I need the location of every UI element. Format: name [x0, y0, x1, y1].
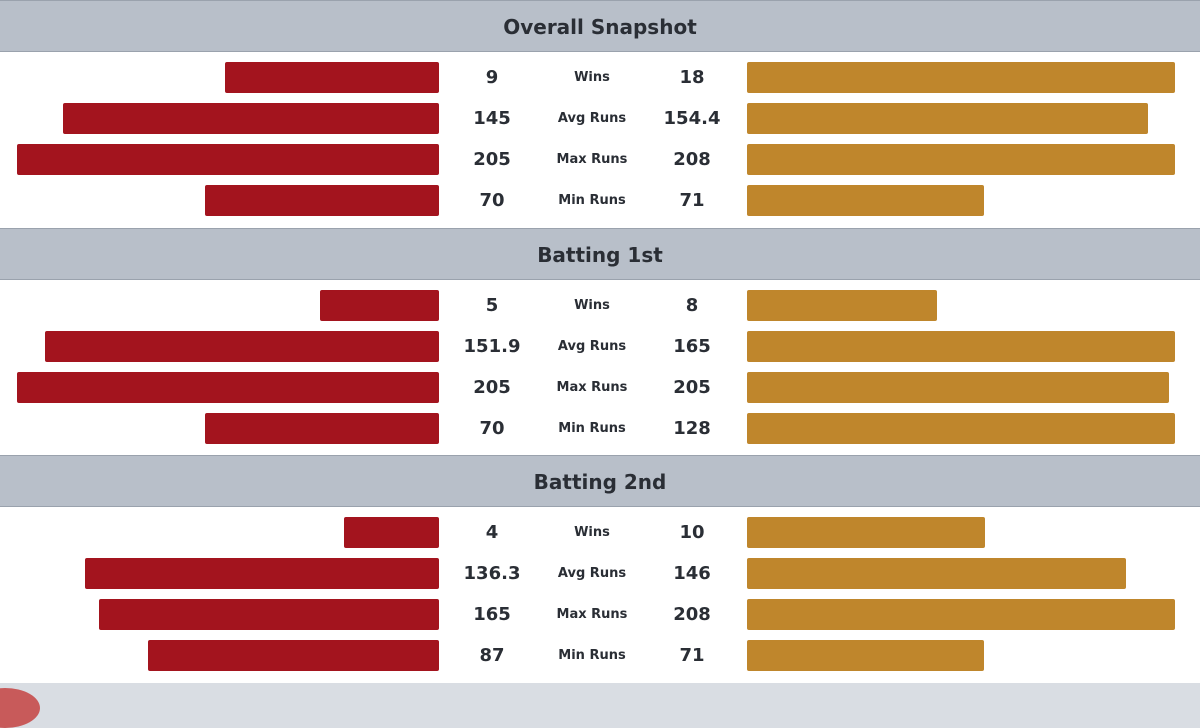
- right-team-value: 208: [673, 604, 711, 625]
- right-team-bar: [747, 144, 1175, 175]
- left-team-value: 165: [473, 604, 511, 625]
- right-team-value: 205: [673, 377, 711, 398]
- left-team-value: 5: [485, 295, 499, 316]
- metric-label: Wins: [574, 298, 610, 313]
- right-team-bar: [747, 517, 985, 548]
- section-header: Overall Snapshot: [0, 0, 1200, 52]
- metric-label: Avg Runs: [557, 339, 627, 354]
- right-team-value: 146: [673, 563, 711, 584]
- left-team-value: 136.3: [463, 563, 521, 584]
- left-team-value: 9: [485, 67, 499, 88]
- left-team-value: 4: [485, 522, 499, 543]
- right-team-value: 71: [679, 190, 705, 211]
- left-team-bar: [17, 144, 439, 175]
- metric-label: Min Runs: [558, 421, 626, 436]
- right-team-bar: [747, 331, 1175, 362]
- right-team-value: 18: [679, 67, 705, 88]
- right-team-bar: [747, 372, 1169, 403]
- section-header: Batting 1st: [0, 228, 1200, 280]
- left-team-value: 205: [473, 149, 511, 170]
- left-team-bar: [99, 599, 439, 630]
- comparison-panel: Overall Snapshot 9 Wins 18 145 Avg Runs 154.4 2…: [0, 0, 1200, 683]
- right-team-value: 154.4: [663, 108, 721, 129]
- left-team-bar: [225, 62, 439, 93]
- metric-label: Max Runs: [556, 380, 628, 395]
- left-team-value: 87: [479, 645, 505, 666]
- left-team-bar: [320, 290, 439, 321]
- right-team-value: 165: [673, 336, 711, 357]
- right-team-value: 128: [673, 418, 711, 439]
- metric-label: Min Runs: [558, 648, 626, 663]
- left-team-bar: [344, 517, 439, 548]
- right-team-value: 10: [679, 522, 705, 543]
- right-team-value: 71: [679, 645, 705, 666]
- left-team-value: 145: [473, 108, 511, 129]
- bottom-strip: [0, 683, 1200, 700]
- left-team-bar: [63, 103, 439, 134]
- right-team-bar: [747, 290, 937, 321]
- metric-label: Min Runs: [558, 193, 626, 208]
- right-team-bar: [747, 558, 1126, 589]
- right-team-value: 208: [673, 149, 711, 170]
- metric-label: Max Runs: [556, 607, 628, 622]
- left-team-bar: [148, 640, 439, 671]
- left-team-bar: [205, 413, 439, 444]
- right-team-bar: [747, 413, 1175, 444]
- section-header: Batting 2nd: [0, 455, 1200, 507]
- metric-label: Avg Runs: [557, 566, 627, 581]
- left-team-bar: [17, 372, 439, 403]
- left-team-bar: [45, 331, 439, 362]
- metric-label: Wins: [574, 70, 610, 85]
- metric-label: Max Runs: [556, 152, 628, 167]
- section-title: Batting 1st: [537, 243, 663, 267]
- right-team-bar: [747, 185, 984, 216]
- right-team-bar: [747, 599, 1175, 630]
- left-team-value: 151.9: [463, 336, 521, 357]
- right-team-bar: [747, 640, 984, 671]
- left-team-value: 70: [479, 418, 505, 439]
- right-team-bar: [747, 103, 1148, 134]
- section-title: Batting 2nd: [533, 470, 667, 494]
- left-team-value: 205: [473, 377, 511, 398]
- section-title: Overall Snapshot: [503, 15, 697, 39]
- left-team-bar: [85, 558, 439, 589]
- left-team-value: 70: [479, 190, 505, 211]
- left-team-bar: [205, 185, 439, 216]
- metric-label: Avg Runs: [557, 111, 627, 126]
- right-team-bar: [747, 62, 1175, 93]
- right-team-value: 8: [685, 295, 699, 316]
- metric-label: Wins: [574, 525, 610, 540]
